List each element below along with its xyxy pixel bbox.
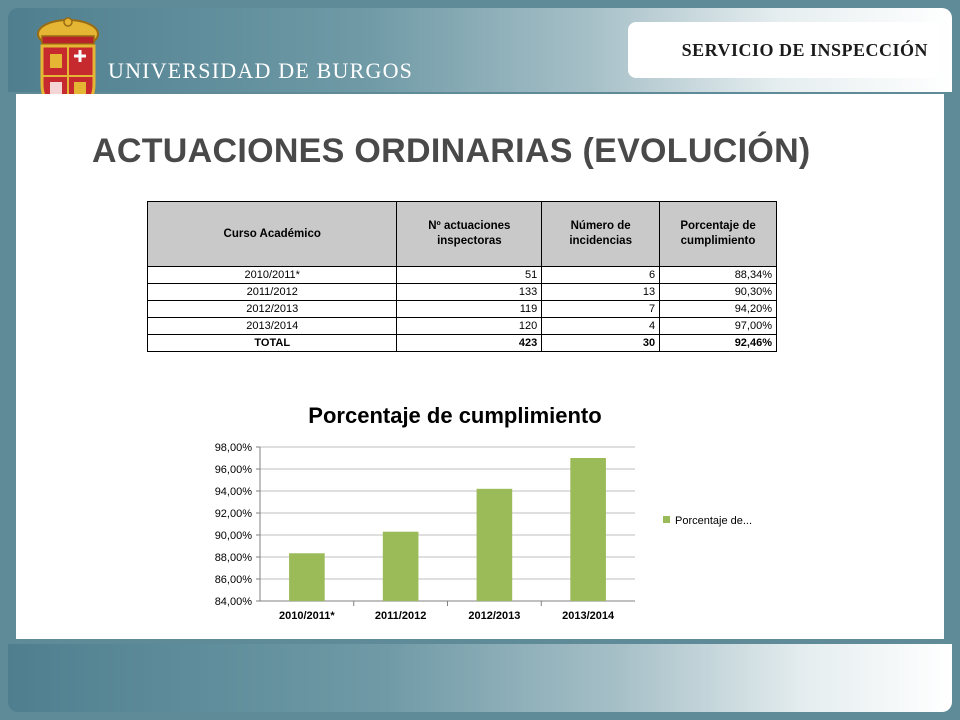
table-row: 2012/2013 119 7 94,20% bbox=[146, 300, 777, 318]
x-tick-label: 2012/2013 bbox=[468, 610, 520, 622]
y-tick-label: 94,00% bbox=[215, 486, 253, 498]
table-row: 2011/2012 133 13 90,30% bbox=[146, 283, 777, 301]
y-tick-label: 88,00% bbox=[215, 552, 253, 564]
table-cell: 97,00% bbox=[659, 317, 777, 335]
slide-title: ACTUACIONES ORDINARIAS (EVOLUCIÓN) bbox=[92, 132, 811, 170]
column-header-actions: Nº actuaciones inspectoras bbox=[396, 201, 543, 267]
y-tick-label: 92,00% bbox=[215, 508, 253, 520]
table-cell: 7 bbox=[541, 300, 661, 318]
bar bbox=[570, 458, 606, 601]
column-header-course: Curso Académico bbox=[146, 201, 398, 267]
x-tick-label: 2013/2014 bbox=[562, 610, 615, 622]
table-cell: 92,46% bbox=[659, 334, 777, 352]
x-tick-label: 2011/2012 bbox=[375, 610, 426, 622]
y-tick-label: 90,00% bbox=[215, 530, 253, 542]
table-cell: TOTAL bbox=[146, 334, 398, 352]
footer-band bbox=[8, 644, 952, 712]
table-cell: 133 bbox=[396, 283, 543, 301]
legend-swatch bbox=[663, 516, 670, 523]
table-cell: 2011/2012 bbox=[146, 283, 398, 301]
table-cell: 2013/2014 bbox=[146, 317, 398, 335]
chart-title: Porcentaje de cumplimiento bbox=[308, 403, 601, 428]
bar bbox=[382, 531, 419, 601]
table-cell: 423 bbox=[396, 334, 543, 352]
column-header-compliance: Porcentaje de cumplimiento bbox=[659, 201, 777, 267]
table-cell: 2010/2011* bbox=[146, 266, 398, 284]
service-label-box bbox=[628, 22, 940, 78]
table-cell: 4 bbox=[541, 317, 661, 335]
table-cell: 94,20% bbox=[659, 300, 777, 318]
y-tick-label: 98,00% bbox=[215, 442, 253, 454]
service-label: SERVICIO DE INSPECCIÓN bbox=[681, 40, 928, 60]
legend-label: Porcentaje de... bbox=[675, 515, 752, 527]
table-cell: 119 bbox=[396, 300, 543, 318]
data-table: Curso Académico Nº actuaciones inspector… bbox=[146, 201, 777, 352]
table-cell: 51 bbox=[396, 266, 543, 284]
table-row: 2010/2011* 51 6 88,34% bbox=[146, 266, 777, 284]
table-cell: 13 bbox=[541, 283, 661, 301]
y-tick-label: 86,00% bbox=[215, 574, 253, 586]
x-tick-label: 2010/2011* bbox=[279, 610, 335, 622]
table-header-row: Curso Académico Nº actuaciones inspector… bbox=[146, 201, 777, 267]
table-cell: 90,30% bbox=[659, 283, 777, 301]
table-cell: 30 bbox=[541, 334, 661, 352]
university-name: UNIVERSIDAD DE BURGOS bbox=[108, 58, 414, 83]
table-cell: 2012/2013 bbox=[146, 300, 398, 318]
table-row: 2013/2014 120 4 97,00% bbox=[146, 317, 777, 335]
y-tick-label: 84,00% bbox=[215, 596, 253, 608]
table-cell: 6 bbox=[541, 266, 661, 284]
column-header-incidents: Número de incidencias bbox=[541, 201, 661, 267]
table-total-row: TOTAL 423 30 92,46% bbox=[146, 334, 777, 352]
table-cell: 120 bbox=[396, 317, 543, 335]
table-cell: 88,34% bbox=[659, 266, 777, 284]
bar bbox=[289, 553, 325, 601]
bar bbox=[476, 488, 513, 601]
compliance-bar-chart: Porcentaje de cumplimiento 98,00% 96,00% 94… bbox=[215, 403, 752, 622]
y-tick-label: 96,00% bbox=[215, 464, 253, 476]
